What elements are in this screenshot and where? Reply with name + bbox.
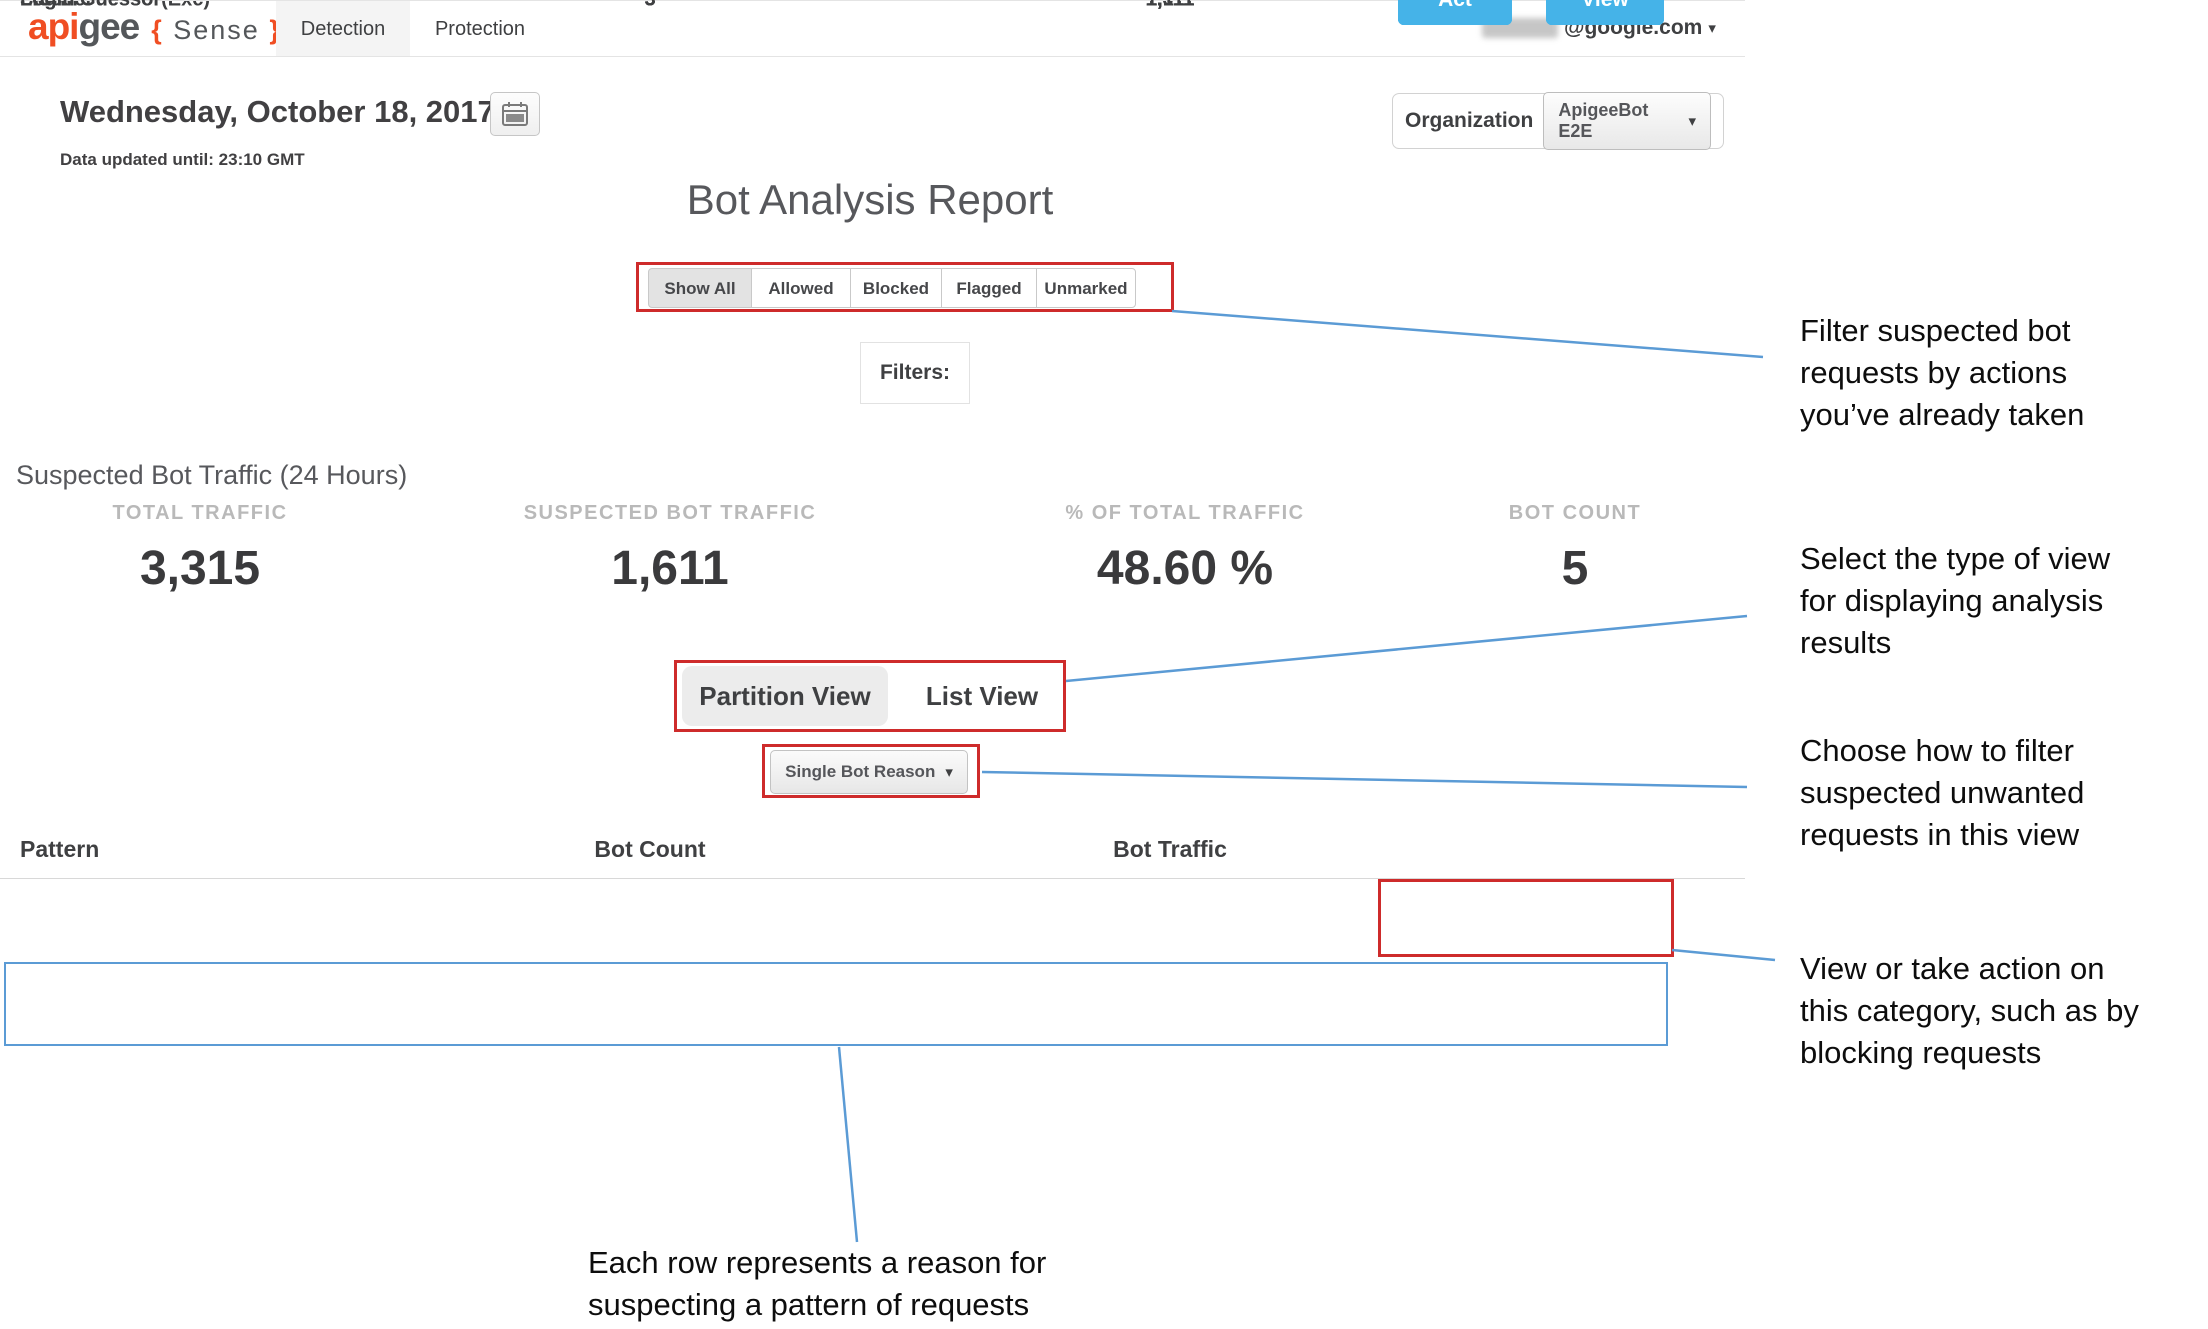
caret-down-icon: ▾: [1708, 20, 1716, 37]
table-row: Login Guessor 3 1,111 Act View: [0, 0, 1745, 25]
stat-bot-count: BOT COUNT 5: [1425, 502, 1725, 596]
bot-reason-dropdown[interactable]: Single Bot Reason ▾: [770, 750, 968, 794]
column-header-bot-count: Bot Count: [594, 836, 706, 862]
stat-label: SUSPECTED BOT TRAFFIC: [523, 502, 817, 524]
caret-down-icon: ▾: [945, 764, 953, 781]
callout-filter-choice: Choose how to filter suspected unwanted …: [1800, 733, 2085, 852]
bot-traffic-cell: 1,611: [1020, 0, 1320, 12]
annotation-box-filter-tabs: [636, 262, 1174, 312]
pattern-cell: Login Guessor(Exc): [20, 0, 210, 12]
annotation-box-row-actions: [1378, 879, 1674, 957]
page-title: Bot Analysis Report: [686, 176, 1054, 223]
organization-value: ApigeeBot E2E: [1558, 100, 1649, 141]
bot-count-cell: 5: [500, 0, 800, 12]
filter-unmarked[interactable]: Unmarked: [1036, 268, 1136, 308]
annotation-box-reason-dropdown: [762, 744, 980, 798]
bot-count-cell: 5: [500, 0, 800, 12]
tab-list-view[interactable]: List View: [925, 681, 1039, 711]
bot-traffic-cell: 1,611: [1020, 0, 1320, 12]
column-header-pattern: Pattern: [20, 836, 100, 862]
view-button[interactable]: View: [1546, 0, 1664, 25]
tab-protection[interactable]: Protection: [434, 18, 526, 40]
stat-value: 1,611: [611, 542, 729, 595]
organization-dropdown[interactable]: ApigeeBot E2E ▾: [1543, 92, 1711, 150]
apigee-logo: apigee { Sense }: [28, 6, 282, 48]
annotation-box-flooder-row: [4, 962, 1668, 1046]
filter-blocked[interactable]: Blocked: [850, 268, 942, 308]
act-button[interactable]: Act: [1398, 0, 1512, 25]
organization-panel: Organization ApigeeBot E2E ▾: [1392, 92, 1724, 150]
tab-partition-view[interactable]: Partition View: [682, 666, 888, 726]
sense-badge: { Sense }: [151, 15, 280, 45]
stat-value: 3,315: [139, 542, 261, 595]
table-header: Pattern Bot Count Bot Traffic: [0, 832, 1745, 879]
stat-label: % OF TOTAL TRAFFIC: [1065, 502, 1305, 524]
page-date: Wednesday, October 18, 2017: [60, 94, 495, 129]
organization-label: Organization: [1405, 109, 1534, 132]
pattern-cell: Storm: [20, 0, 78, 12]
stat-percent-of-total: % OF TOTAL TRAFFIC 48.60 %: [985, 502, 1385, 596]
annotation-box-view-toggle: [674, 660, 1066, 732]
stat-value: 5: [1561, 542, 1589, 595]
filter-flagged[interactable]: Flagged: [941, 268, 1037, 308]
logo-gee: gee: [78, 6, 140, 47]
filter-allowed[interactable]: Allowed: [751, 268, 851, 308]
section-title: Suspected Bot Traffic (24 Hours): [16, 460, 408, 490]
bot-count-cell: 3: [500, 0, 800, 12]
logo-api: api: [28, 6, 79, 47]
filter-button-group: Show All Allowed Blocked Flagged Unmarke…: [648, 268, 1136, 308]
data-updated-label: Data updated until: 23:10 GMT: [60, 150, 305, 169]
calendar-icon: [502, 102, 528, 126]
stat-label: TOTAL TRAFFIC: [112, 502, 288, 524]
filter-show-all[interactable]: Show All: [648, 268, 752, 308]
callout-view-type: Select the type of view for displaying a…: [1800, 541, 2111, 660]
stat-suspected-bot-traffic: SUSPECTED BOT TRAFFIC 1,611: [465, 502, 875, 596]
caret-down-icon: ▾: [1688, 113, 1696, 130]
bot-traffic-cell: 1,111: [1020, 0, 1320, 12]
callout-take-action: View or take action on this category, su…: [1800, 951, 2139, 1070]
stat-label: BOT COUNT: [1508, 502, 1642, 524]
bot-count-cell: 3: [500, 0, 800, 12]
bot-traffic-cell: 1,111: [1020, 0, 1320, 12]
callout-row-meaning: Each row represents a reason for suspect…: [588, 1245, 1047, 1322]
stat-value: 48.60 %: [1096, 542, 1274, 595]
callout-filter-actions: Filter suspected bot requests by actions…: [1800, 313, 2085, 432]
pattern-cell: Flooder: [20, 0, 93, 12]
stat-total-traffic: TOTAL TRAFFIC 3,315: [40, 502, 360, 596]
column-header-bot-traffic: Bot Traffic: [1113, 836, 1227, 862]
bot-reason-value: Single Bot Reason: [785, 762, 936, 781]
calendar-button[interactable]: [490, 92, 540, 136]
pattern-cell: Login Guessor: [20, 0, 161, 12]
filters-dropzone: Filters:: [860, 342, 970, 404]
tab-detection[interactable]: Detection: [276, 0, 410, 56]
